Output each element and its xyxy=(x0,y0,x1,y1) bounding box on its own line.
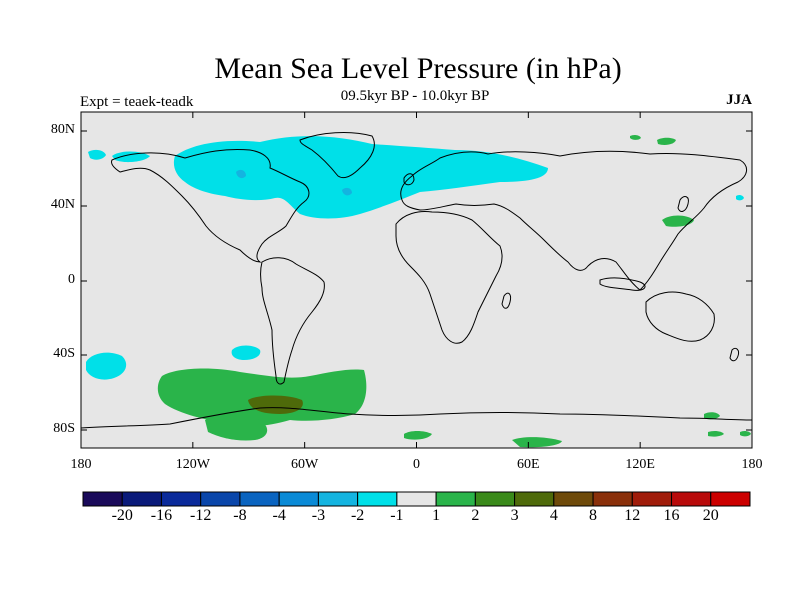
south-east-pacific-low xyxy=(231,345,261,360)
low-center-1 xyxy=(342,187,352,196)
colorbar-swatch xyxy=(200,491,241,507)
antarctic-east-fleck xyxy=(708,430,724,437)
coast-north-america xyxy=(111,149,310,263)
colorbar-label: -1 xyxy=(390,507,404,524)
colorbar-swatch xyxy=(631,491,673,507)
colorbar-swatch xyxy=(160,491,202,507)
high-center xyxy=(248,395,303,414)
colorbar-label: -8 xyxy=(233,507,247,524)
north-atlantic-low xyxy=(173,136,549,219)
south-indian-high xyxy=(512,437,562,448)
colorbar-label: -20 xyxy=(111,507,133,524)
colorbar-swatch xyxy=(592,491,633,507)
colorbar-swatch xyxy=(710,491,751,507)
stronger-negative-regions xyxy=(236,169,352,196)
pacific-south-fleck xyxy=(740,430,751,437)
lat-tick-label: 40S xyxy=(53,346,75,361)
colorbar-label: -12 xyxy=(190,507,212,524)
australia-south-fleck xyxy=(704,412,720,420)
map-subtitle: 09.5kyr BP - 10.0kyr BP xyxy=(340,88,490,104)
colorbar-label: 2 xyxy=(471,507,480,524)
map-title: Mean Sea Level Pressure (in hPa) xyxy=(214,52,622,85)
colorbar-label: -2 xyxy=(350,507,365,524)
colorbar-label: 16 xyxy=(663,507,680,524)
pacific-north-low xyxy=(112,151,150,163)
bering-low xyxy=(88,149,106,160)
longitude-ticks xyxy=(80,112,753,448)
colorbar-swatch xyxy=(553,491,594,507)
west-pacific-high xyxy=(662,215,694,227)
colorbar-label: 20 xyxy=(702,507,719,524)
lon-tick-label: 120W xyxy=(175,457,210,472)
arctic-high-2 xyxy=(630,134,641,140)
lat-tick-label: 80S xyxy=(53,421,75,436)
colorbar-swatch xyxy=(671,491,712,507)
arctic-high-1 xyxy=(657,137,676,145)
lon-tick-label: 180 xyxy=(70,457,92,472)
lat-tick-label: 0 xyxy=(68,272,75,287)
colorbar-label: 12 xyxy=(624,507,641,524)
lon-tick-label: 180 xyxy=(741,457,763,472)
colorbar xyxy=(82,491,751,507)
lon-tick-label: 120E xyxy=(625,457,655,472)
colorbar-label: -3 xyxy=(311,507,326,524)
lon-tick-label: 60E xyxy=(517,457,540,472)
colorbar-swatch xyxy=(474,491,516,507)
south-atlantic-fleck-1 xyxy=(404,431,432,440)
season-label: JJA xyxy=(726,92,752,108)
coast-japan xyxy=(677,196,689,212)
coast-indonesia xyxy=(599,277,646,291)
colorbar-label: 8 xyxy=(589,507,598,524)
colorbar-swatch xyxy=(278,491,319,507)
coast-australia xyxy=(645,291,715,342)
colorbar-label: 4 xyxy=(549,507,558,524)
coast-eurasia xyxy=(400,150,747,291)
lat-tick-label: 80N xyxy=(50,122,75,137)
colorbar-swatch xyxy=(514,491,555,507)
map-panel xyxy=(80,111,753,449)
coast-madagascar xyxy=(501,292,511,309)
colorbar-swatch xyxy=(396,491,437,507)
colorbar-label: 1 xyxy=(432,507,441,524)
colorbar-swatch xyxy=(357,491,398,507)
latitude-ticks xyxy=(81,130,752,431)
east-pacific-fleck xyxy=(736,194,744,201)
coast-antarctica xyxy=(80,407,753,429)
colorbar-swatch xyxy=(82,491,123,507)
colorbar-swatch xyxy=(317,491,359,507)
lat-tick-label: 40N xyxy=(50,197,75,212)
strongest-positive-regions xyxy=(248,395,303,414)
colorbar-swatch xyxy=(435,491,476,507)
coast-south-america xyxy=(260,257,325,385)
colorbar-label: -16 xyxy=(150,507,173,524)
low-center-2 xyxy=(236,169,246,179)
antarctic-coast-high xyxy=(205,415,268,441)
south-pacific-low xyxy=(86,352,127,380)
negative-anomaly-regions xyxy=(86,136,744,380)
coast-uk xyxy=(403,173,415,186)
colorbar-swatch xyxy=(239,491,280,507)
colorbar-label: 3 xyxy=(510,507,519,524)
coast-africa xyxy=(395,211,503,344)
coast-new-zealand xyxy=(729,347,739,362)
coastlines xyxy=(80,132,753,429)
colorbar-label: -4 xyxy=(272,507,286,524)
lon-tick-label: 0 xyxy=(413,457,420,472)
experiment-label: Expt = teaek-teadk xyxy=(80,94,194,110)
canada-arctic-low xyxy=(203,152,253,190)
lon-tick-label: 60W xyxy=(291,457,319,472)
colorbar-swatch xyxy=(121,491,162,507)
coast-greenland xyxy=(299,132,375,179)
